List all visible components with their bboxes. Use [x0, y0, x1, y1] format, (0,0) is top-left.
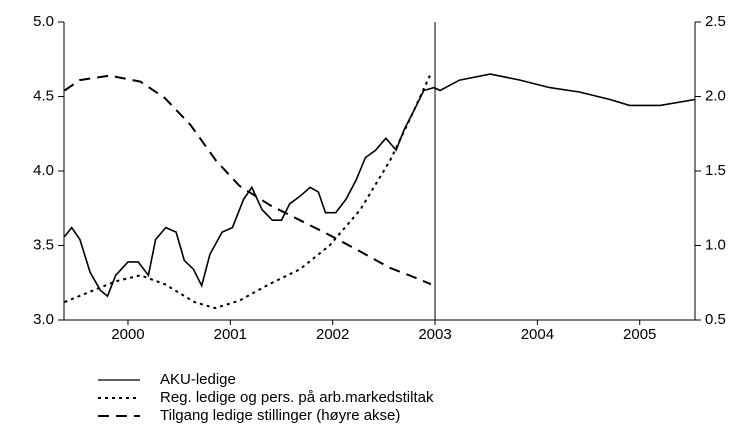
series-line — [64, 75, 431, 310]
x-tick-label: 2004 — [521, 326, 554, 343]
y-tick-label: 3.0 — [33, 311, 54, 328]
legend-label: Reg. ledige og pers. på arb.markedstilta… — [160, 389, 434, 406]
x-tick-label: 2003 — [418, 326, 451, 343]
y2-tick-label: 2.5 — [705, 13, 726, 30]
y2-tick-label: 2.0 — [705, 87, 726, 104]
x-tick-label: 2001 — [214, 326, 247, 343]
y-tick-label: 3.5 — [33, 236, 54, 253]
series-line — [63, 73, 696, 298]
x-tick-label: 2002 — [316, 326, 349, 343]
y2-tick-label: 0.5 — [705, 311, 726, 328]
y-tick-label: 4.5 — [33, 87, 54, 104]
y-tick-label: 5.0 — [33, 13, 54, 30]
y-tick-label: 4.0 — [33, 162, 54, 179]
series-line — [63, 74, 432, 286]
y2-tick-label: 1.0 — [705, 236, 726, 253]
legend-label: AKU-ledige — [160, 371, 236, 388]
x-tick-label: 2005 — [623, 326, 656, 343]
legend-label: Tilgang ledige stillinger (høyre akse) — [160, 407, 400, 424]
y2-tick-label: 1.5 — [705, 162, 726, 179]
x-tick-label: 2000 — [111, 326, 144, 343]
